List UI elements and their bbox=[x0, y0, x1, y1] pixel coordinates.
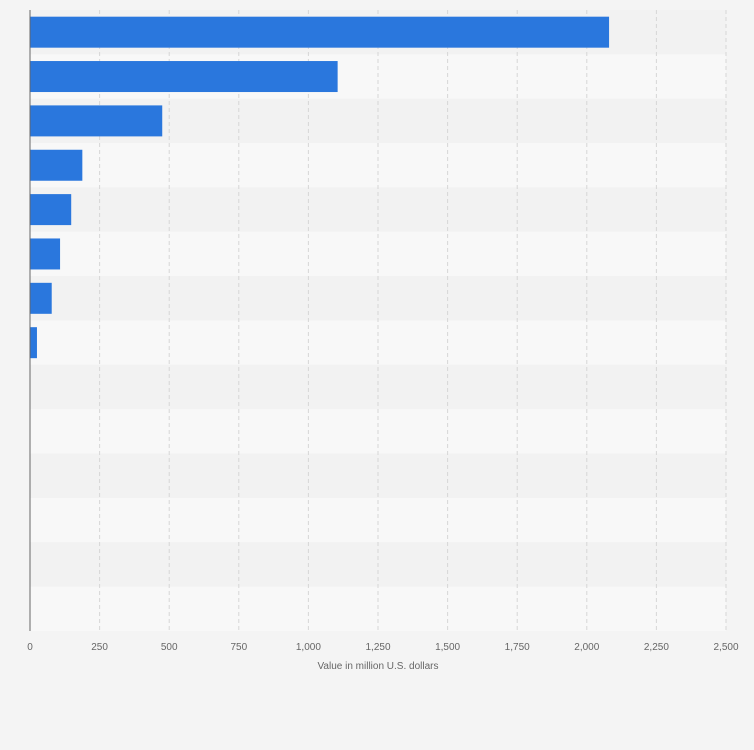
bar[interactable] bbox=[30, 61, 338, 93]
x-tick-label: 750 bbox=[230, 642, 247, 653]
bar[interactable] bbox=[30, 327, 37, 359]
bar[interactable] bbox=[30, 105, 163, 137]
bar[interactable] bbox=[30, 16, 610, 48]
x-tick-label: 250 bbox=[91, 642, 108, 653]
bars bbox=[30, 16, 610, 359]
row-band bbox=[30, 231, 726, 277]
row-band bbox=[30, 497, 726, 543]
bar[interactable] bbox=[30, 149, 83, 181]
row-band bbox=[30, 364, 726, 410]
x-tick-label: 2,500 bbox=[713, 642, 738, 653]
x-tick-label: 0 bbox=[27, 642, 33, 653]
x-tick-label: 2,250 bbox=[644, 642, 669, 653]
grid-lines bbox=[99, 10, 727, 631]
x-tick-label: 1,500 bbox=[435, 642, 460, 653]
x-tick-label: 1,000 bbox=[296, 642, 321, 653]
x-tick-label: 500 bbox=[161, 642, 178, 653]
x-tick-label: 1,750 bbox=[505, 642, 530, 653]
bar[interactable] bbox=[30, 238, 61, 270]
bar[interactable] bbox=[30, 282, 52, 314]
x-tick-labels: 0 250 500 750 1,000 1,250 1,500 1,750 2,000 2,250… bbox=[27, 642, 739, 653]
bar[interactable] bbox=[30, 194, 72, 226]
x-axis-title: Value in million U.S. dollars bbox=[318, 661, 439, 672]
x-tick-label: 1,250 bbox=[365, 642, 390, 653]
x-tick-label: 2,000 bbox=[574, 642, 599, 653]
